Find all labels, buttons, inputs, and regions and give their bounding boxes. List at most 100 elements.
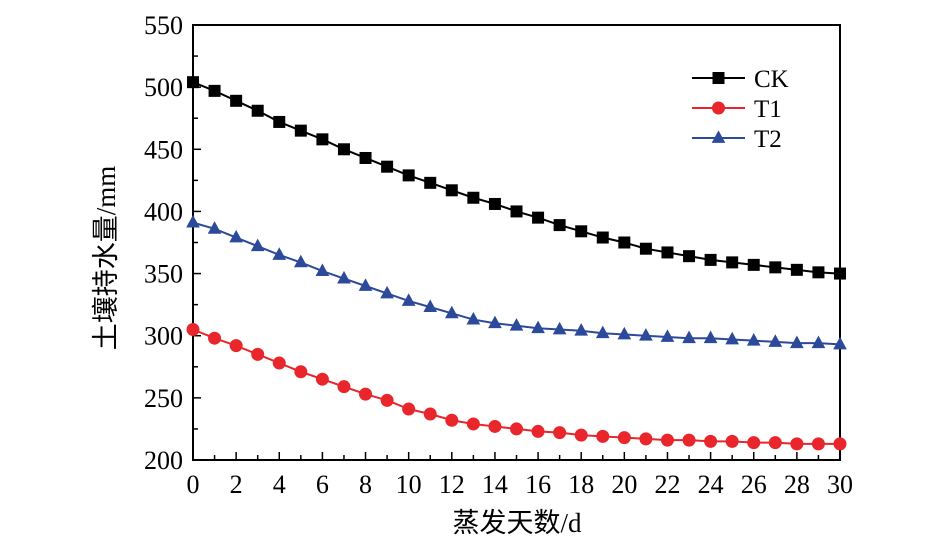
data-point-t2 xyxy=(293,254,308,268)
data-point-ck xyxy=(596,231,609,244)
series-line-ck xyxy=(192,81,841,275)
data-point-ck xyxy=(381,160,394,173)
data-point-t2 xyxy=(488,315,502,329)
data-point-t2 xyxy=(595,325,610,339)
data-point-t2 xyxy=(229,229,243,243)
data-point-t1 xyxy=(790,437,804,451)
data-point-t2 xyxy=(207,221,222,234)
data-point-t2 xyxy=(552,321,567,335)
data-point-t2 xyxy=(272,247,287,260)
legend-marker-ck xyxy=(712,72,725,84)
series-t1 xyxy=(186,323,847,451)
data-point-t1 xyxy=(574,428,588,442)
series-t2 xyxy=(186,214,847,350)
data-point-ck xyxy=(445,184,458,197)
data-point-ck xyxy=(467,191,480,204)
data-point-t1 xyxy=(747,436,761,450)
data-point-t2 xyxy=(380,285,394,299)
legend-marker-t2 xyxy=(711,130,726,143)
data-point-t1 xyxy=(768,436,782,450)
data-point-t1 xyxy=(186,323,200,336)
x-tick-label: 6 xyxy=(316,470,329,499)
x-tick-label: 20 xyxy=(611,470,637,499)
x-tick-label: 30 xyxy=(827,470,853,499)
y-tick-label: 550 xyxy=(144,11,183,40)
data-point-t1 xyxy=(488,419,502,433)
data-point-t1 xyxy=(337,380,351,394)
data-point-t1 xyxy=(229,339,243,353)
data-point-ck xyxy=(661,246,674,259)
data-point-t2 xyxy=(639,328,653,341)
x-tick-label: 8 xyxy=(359,470,372,499)
data-point-t1 xyxy=(811,437,825,451)
data-point-ck xyxy=(402,169,415,182)
data-point-ck xyxy=(532,211,545,224)
data-point-t2 xyxy=(401,293,416,306)
data-point-t2 xyxy=(423,299,438,313)
plot-frame xyxy=(192,24,841,461)
data-point-ck xyxy=(683,250,696,263)
data-point-t2 xyxy=(833,336,847,350)
data-point-t2 xyxy=(358,278,373,291)
x-tick-label: 28 xyxy=(784,470,810,499)
x-tick-label: 24 xyxy=(698,470,724,499)
data-point-ck xyxy=(359,151,372,164)
data-point-ck xyxy=(747,258,760,271)
data-point-ck xyxy=(726,256,739,269)
x-tick-label: 10 xyxy=(396,470,422,499)
x-tick-label: 22 xyxy=(654,470,680,499)
legend-item-ck: CK xyxy=(692,66,789,93)
legend-label-t1: T1 xyxy=(754,96,782,123)
data-point-ck xyxy=(273,115,286,128)
data-point-t1 xyxy=(445,413,459,427)
data-point-t1 xyxy=(466,417,480,431)
data-point-t1 xyxy=(660,433,674,447)
data-point-ck xyxy=(337,143,350,156)
data-point-t1 xyxy=(315,372,329,386)
x-tick-label: 16 xyxy=(525,470,551,499)
x-tick-label: 0 xyxy=(187,470,200,499)
x-axis-title: 蒸发天数/d xyxy=(452,508,582,538)
data-point-t1 xyxy=(510,422,523,436)
data-point-ck xyxy=(618,236,631,249)
legend-marker-t1 xyxy=(712,101,725,115)
data-point-t2 xyxy=(186,214,200,228)
data-point-t1 xyxy=(423,407,437,421)
data-point-t1 xyxy=(704,434,718,448)
data-point-t2 xyxy=(466,311,481,325)
data-point-t1 xyxy=(833,437,847,451)
data-point-ck xyxy=(812,266,825,279)
data-point-t1 xyxy=(380,393,394,407)
data-point-t1 xyxy=(272,356,286,370)
legend: CK T1 T2 xyxy=(692,66,789,153)
y-tick-label: 450 xyxy=(144,135,183,164)
data-point-t2 xyxy=(811,335,826,349)
data-point-t1 xyxy=(251,347,265,361)
data-point-ck xyxy=(575,225,588,238)
series-ck xyxy=(187,76,846,280)
data-point-t1 xyxy=(596,429,610,443)
x-tick-label: 2 xyxy=(230,470,243,499)
data-point-t2 xyxy=(682,330,696,344)
data-point-ck xyxy=(187,76,199,89)
y-tick-label: 300 xyxy=(144,322,183,351)
data-point-ck xyxy=(251,104,264,117)
y-tick-label: 350 xyxy=(144,260,183,289)
y-tick-label: 200 xyxy=(144,446,183,475)
data-point-t2 xyxy=(768,334,783,347)
data-point-ck xyxy=(790,263,803,276)
data-point-t1 xyxy=(725,434,739,448)
data-point-t2 xyxy=(574,323,589,336)
data-point-t2 xyxy=(509,318,524,331)
data-point-t1 xyxy=(682,433,696,447)
data-point-t2 xyxy=(725,331,740,345)
data-point-t1 xyxy=(553,426,567,440)
data-point-ck xyxy=(208,84,221,97)
data-point-ck xyxy=(424,176,437,189)
data-point-t2 xyxy=(790,335,804,349)
data-point-ck xyxy=(316,133,329,146)
y-tick-label: 400 xyxy=(144,197,183,226)
data-point-t2 xyxy=(337,270,351,284)
